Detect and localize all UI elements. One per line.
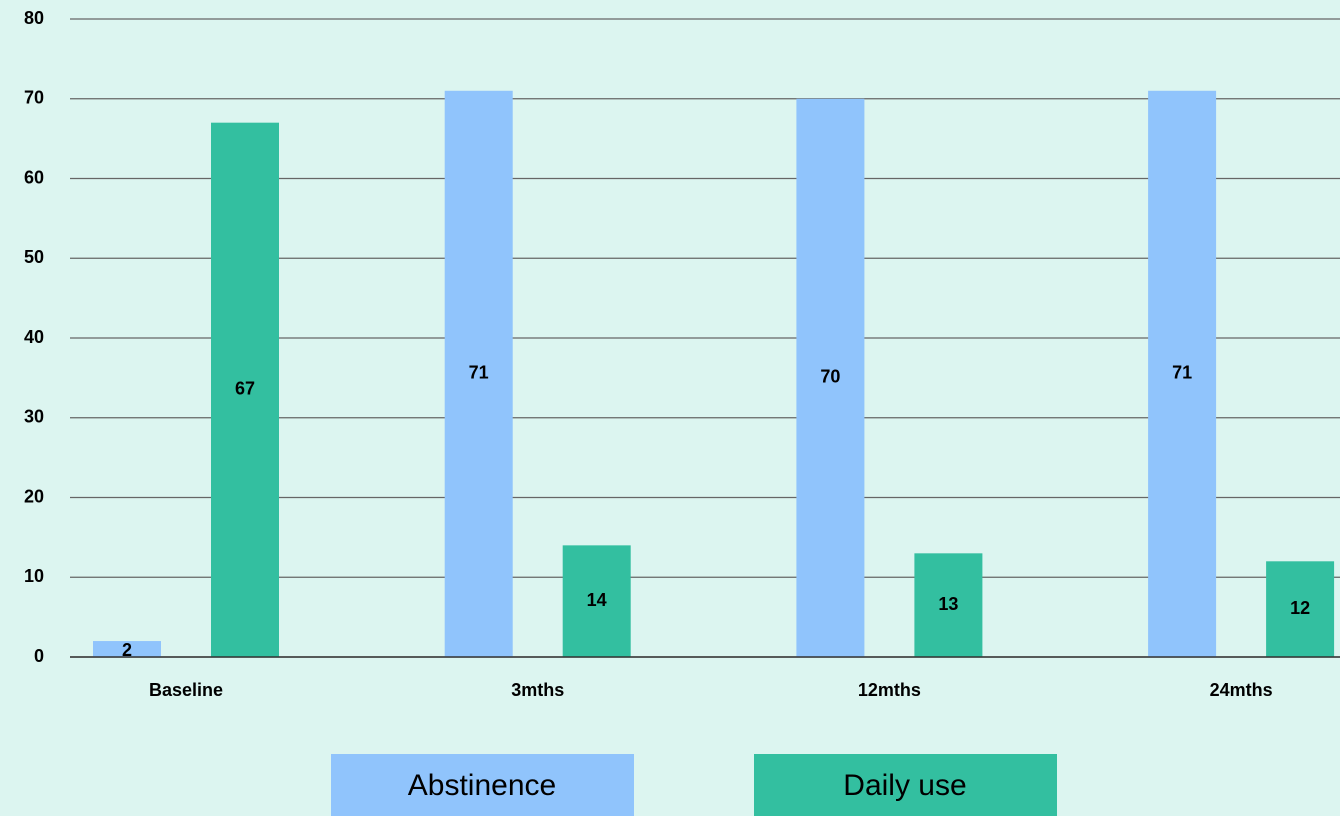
y-tick-label: 0 — [34, 646, 44, 666]
data-label: 67 — [235, 379, 255, 399]
y-tick-label: 70 — [24, 88, 44, 108]
legend-swatch — [331, 754, 634, 816]
data-label: 2 — [122, 640, 132, 660]
legend-swatch — [754, 754, 1057, 816]
legend-label: Abstinence — [408, 769, 556, 802]
data-label: 71 — [1172, 363, 1192, 383]
y-tick-label: 80 — [24, 8, 44, 28]
y-tick-label: 50 — [24, 247, 44, 267]
bar — [914, 553, 983, 657]
data-label: 70 — [820, 367, 840, 387]
bar — [796, 98, 865, 657]
data-label: 14 — [587, 590, 607, 610]
legend-label: Daily use — [843, 769, 966, 802]
x-tick-label: 24mths — [1210, 680, 1273, 700]
data-label: 12 — [1290, 598, 1310, 618]
y-tick-label: 20 — [24, 486, 44, 506]
data-label: 13 — [938, 594, 958, 614]
y-tick-label: 10 — [24, 566, 44, 586]
x-tick-label: 3mths — [511, 680, 564, 700]
bar — [444, 90, 513, 657]
bar — [1266, 561, 1335, 657]
x-tick-label: 12mths — [858, 680, 921, 700]
y-tick-label: 30 — [24, 407, 44, 427]
bar — [1148, 90, 1217, 657]
y-tick-label: 60 — [24, 167, 44, 187]
bar — [562, 545, 631, 657]
bar — [211, 122, 279, 658]
bar — [93, 641, 161, 657]
data-label: 71 — [469, 363, 489, 383]
y-tick-label: 40 — [24, 327, 44, 347]
x-tick-label: Baseline — [149, 680, 223, 700]
